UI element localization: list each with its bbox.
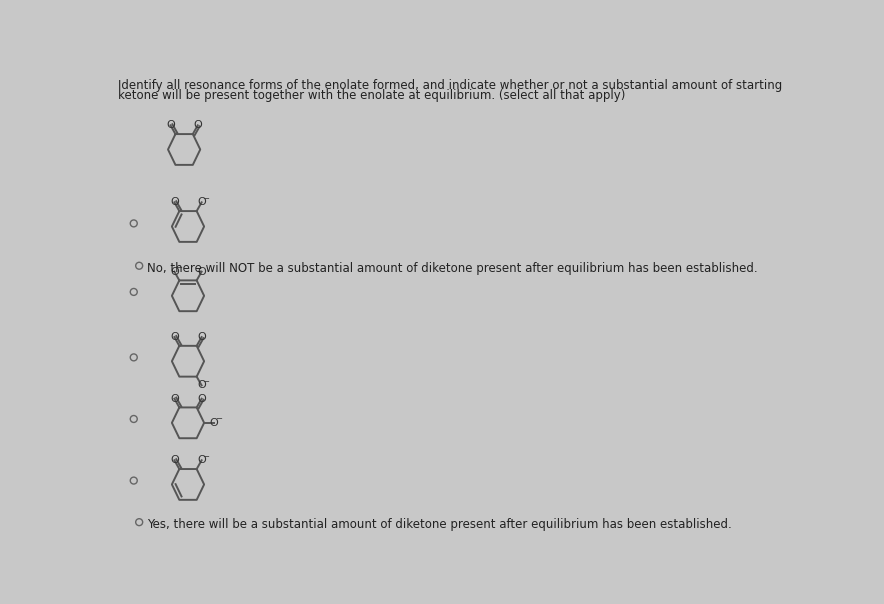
Text: O: O xyxy=(197,381,206,390)
Text: Identify all resonance forms of the enolate formed, and indicate whether or not : Identify all resonance forms of the enol… xyxy=(118,79,782,92)
Text: O: O xyxy=(210,418,218,428)
Text: O: O xyxy=(166,120,175,130)
Text: O: O xyxy=(197,198,206,207)
Text: O: O xyxy=(197,266,206,277)
Text: −: − xyxy=(215,414,222,423)
Text: O: O xyxy=(197,455,206,465)
Text: O: O xyxy=(170,198,179,207)
Text: −: − xyxy=(202,194,210,203)
Text: −: − xyxy=(202,377,210,386)
Text: No, there will NOT be a substantial amount of diketone present after equilibrium: No, there will NOT be a substantial amou… xyxy=(147,262,758,275)
Text: Yes, there will be a substantial amount of diketone present after equilibrium ha: Yes, there will be a substantial amount … xyxy=(147,518,732,532)
Text: O: O xyxy=(194,120,202,130)
Text: −: − xyxy=(202,452,210,461)
Text: O: O xyxy=(197,332,206,342)
Text: O: O xyxy=(170,332,179,342)
Text: −: − xyxy=(175,263,182,272)
Text: O: O xyxy=(197,394,206,403)
Text: O: O xyxy=(170,455,179,465)
Text: O: O xyxy=(170,266,179,277)
Text: O: O xyxy=(170,394,179,403)
Text: ketone will be present together with the enolate at equilibrium. (select all tha: ketone will be present together with the… xyxy=(118,89,626,103)
